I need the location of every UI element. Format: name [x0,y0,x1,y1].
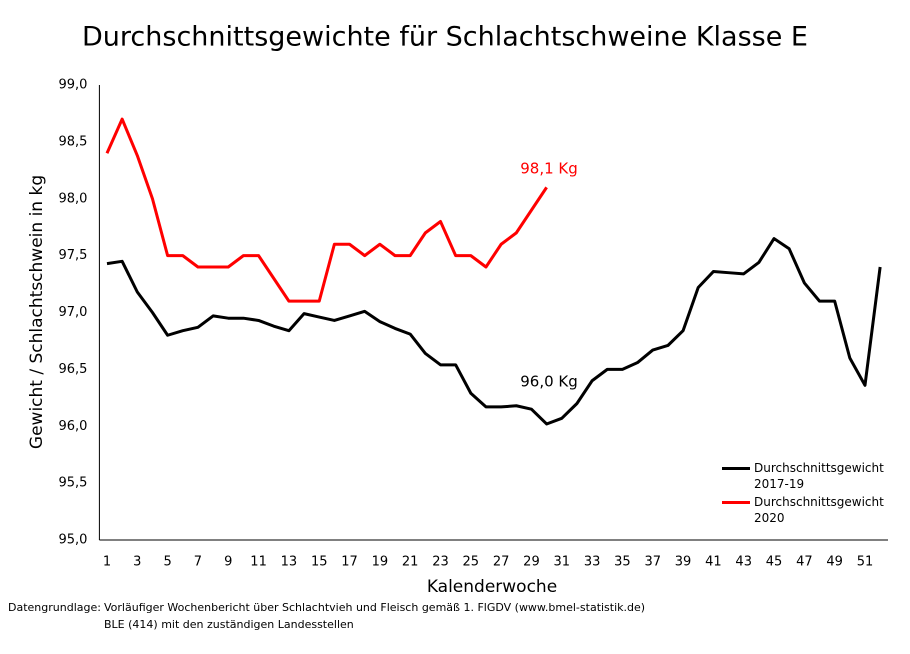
annotation: 96,0 Kg [520,373,578,391]
x-tick-label: 47 [796,555,813,570]
x-tick-label: 11 [250,555,267,570]
legend-item: Durchschnittsgewicht 2020 [722,494,894,526]
x-tick-label: 49 [826,555,843,570]
annotation: 98,1 Kg [520,160,578,178]
legend: Durchschnittsgewicht 2017-19 Durchschnitt… [722,460,894,528]
x-tick-label: 1 [103,555,111,570]
x-tick-label: 7 [194,555,202,570]
x-tick-label: 39 [675,555,692,570]
x-tick-label: 35 [614,555,631,570]
x-tick-label: 29 [523,555,540,570]
x-tick-label: 19 [372,555,389,570]
source-label: Datengrundlage: [8,601,101,614]
data-line [105,117,548,303]
x-tick-label: 43 [735,555,752,570]
y-tick-label: 99,0 [58,78,87,93]
x-tick-label: 31 [554,555,571,570]
x-tick-label: 27 [493,555,510,570]
legend-swatch [722,501,750,504]
chart-title: Durchschnittsgewichte für Schlachtschwei… [82,22,808,53]
y-tick-label: 97,5 [58,248,87,263]
y-tick-label: 97,0 [58,305,87,320]
source-text: Vorläufiger Wochenbericht über Schlachtv… [104,601,645,614]
source-text: BLE (414) mit den zuständigen Landesstel… [104,618,354,631]
x-tick-label: 3 [133,555,141,570]
x-axis-label: Kalenderwoche [427,577,557,597]
x-tick-label: 33 [584,555,601,570]
y-tick-label: 96,0 [58,419,87,434]
x-tick-label: 9 [224,555,232,570]
legend-label: Durchschnittsgewicht 2017-19 [754,461,884,491]
y-tick-label: 98,5 [58,134,87,149]
x-tick-label: 41 [705,555,722,570]
legend-item: Durchschnittsgewicht 2017-19 [722,460,894,492]
x-tick-label: 23 [432,555,449,570]
x-tick-label: 13 [281,555,298,570]
legend-swatch [722,467,750,470]
x-tick-label: 37 [644,555,661,570]
x-tick-label: 15 [311,555,328,570]
x-tick-label: 51 [857,555,874,570]
x-tick-label: 45 [766,555,783,570]
data-line [106,237,882,426]
y-tick-label: 95,0 [58,533,87,548]
y-tick-label: 95,5 [58,476,87,491]
x-tick-label: 5 [163,555,171,570]
legend-label: Durchschnittsgewicht 2020 [754,495,884,525]
x-tick-label: 25 [463,555,480,570]
y-axis-label: Gewicht / Schlachtschwein in kg [27,175,47,449]
x-tick-label: 17 [341,555,358,570]
x-tick-label: 21 [402,555,419,570]
y-tick-label: 96,5 [58,362,87,377]
y-tick-label: 98,0 [58,191,87,206]
